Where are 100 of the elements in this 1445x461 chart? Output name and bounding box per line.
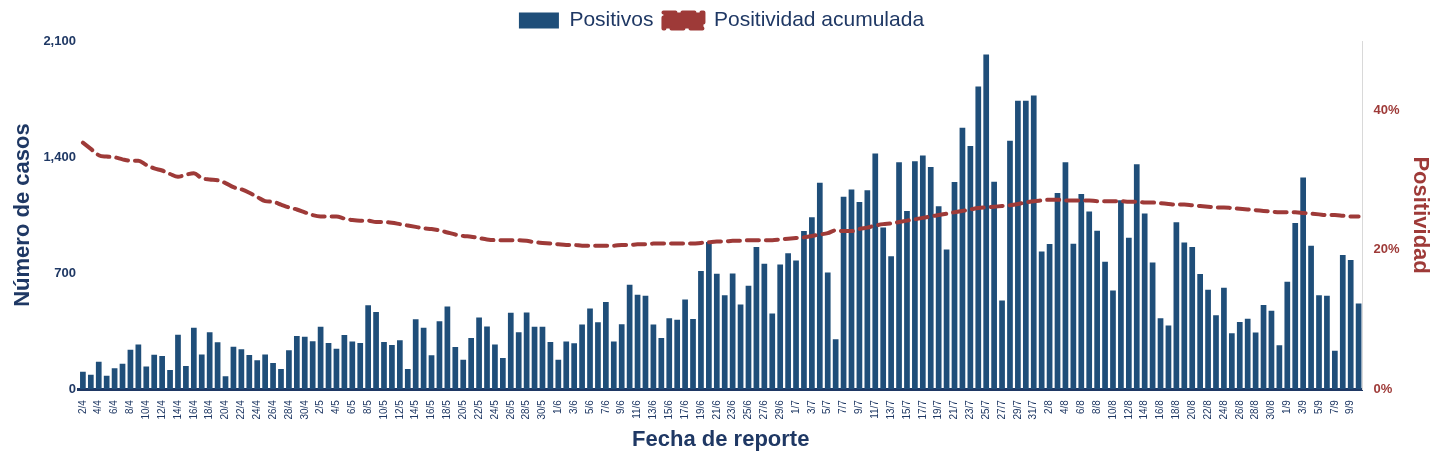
legend-label: Positivos [569,7,654,31]
x-tick-label: 6/8 [1075,399,1087,415]
bar [206,332,213,390]
x-tick-label: 5/6 [583,399,595,415]
bar [555,359,562,390]
bar [1347,260,1354,390]
x-tick-label: 26/4 [266,399,278,420]
bar [880,227,887,390]
bar [293,336,300,390]
bar [484,326,490,390]
x-tick-label: 22/5 [472,399,484,420]
bar [1221,287,1227,390]
x-tick-label: 12/8 [1122,399,1134,420]
bar [175,334,181,390]
bar [1339,255,1346,390]
x-tick-label: 6/4 [108,399,120,415]
bar [515,332,522,390]
x-tick-label: 1/7 [789,399,801,415]
x-tick-label: 25/7 [979,399,991,420]
x-tick-label: 12/5 [393,399,405,420]
bar [1015,100,1021,390]
bar [1118,200,1124,390]
x-tick-label: 2/5 [314,399,326,415]
x-tick-label: 18/5 [441,399,453,420]
bar [396,340,403,390]
x-tick-label: 5/9 [1312,399,1324,415]
y2-tick-label: 0% [1373,380,1393,396]
bar [301,336,308,390]
y2-axis-title: Positividad [1408,156,1434,274]
bar [587,308,593,390]
bar [610,341,617,390]
bar [476,317,482,390]
bar [674,319,681,390]
bar [1030,95,1037,390]
x-tick-label: 10/5 [377,399,389,420]
x-tick-label: 22/8 [1201,399,1213,420]
x-tick-label: 31/7 [1027,399,1039,420]
x-tick-label: 27/7 [995,399,1007,420]
bar [80,371,86,390]
x-tick-label: 15/6 [663,399,674,420]
bar [1125,237,1132,390]
bar [1236,322,1243,390]
bar [713,273,720,390]
x-tick-label: 12/4 [155,399,167,420]
bar [904,211,910,390]
bar [286,350,292,390]
x-tick-label: 16/5 [425,399,437,420]
bar [95,361,102,390]
x-tick-label: 28/4 [282,399,294,420]
x-tick-label: 18/4 [203,399,215,420]
x-tick-label: 9/9 [1344,399,1356,415]
bar [721,295,728,390]
x-tick-label: 30/8 [1265,399,1277,420]
x-tick-label: 8/8 [1090,399,1102,415]
bar [254,360,261,390]
x-tick-label: 2/8 [1043,399,1055,415]
x-tick-label: 10/4 [140,399,152,420]
bar [357,342,364,390]
x-tick-label: 30/4 [298,399,310,420]
x-tick-label: 2/4 [76,399,88,415]
x-tick-label: 13/6 [647,399,659,420]
bar [816,182,823,390]
bar [983,54,990,390]
x-tick-label: 21/6 [710,399,722,420]
bar [999,300,1005,390]
bar [809,217,815,390]
bar [1284,281,1291,390]
bar [1038,251,1045,390]
bar [682,299,688,390]
x-tick-label: 7/9 [1328,399,1340,415]
x-tick-label: 9/7 [853,399,865,415]
x-tick-label: 24/4 [250,399,262,420]
x-tick-label: 16/8 [1154,399,1166,420]
bar [896,162,902,390]
bar [1102,261,1108,390]
x-tick-label: 28/8 [1249,399,1261,420]
bar [658,338,665,390]
bar [507,312,514,390]
y-tick-label: 1,400 [43,148,76,164]
x-tick-label: 21/7 [948,399,960,420]
bar [603,302,609,390]
x-tick-label: 13/7 [884,399,896,420]
x-tick-label: 25/6 [742,399,754,420]
x-tick-label: 28/5 [520,399,532,420]
bar [793,260,799,390]
x-tick-label: 23/6 [726,399,738,420]
bar [87,374,94,390]
bar [872,153,879,390]
y-axis-title: Número de casos [9,123,35,307]
x-tick-label: 4/4 [92,399,104,415]
bar [785,253,791,390]
bar [1022,100,1029,390]
bar [1133,164,1140,390]
x-tick-label: 22/4 [235,399,247,420]
x-tick-label: 26/5 [504,399,516,420]
y-tick-label: 2,100 [43,32,76,48]
bar [468,338,475,390]
bar [690,319,696,390]
bar [618,324,625,390]
x-tick-label: 19/7 [932,399,944,420]
